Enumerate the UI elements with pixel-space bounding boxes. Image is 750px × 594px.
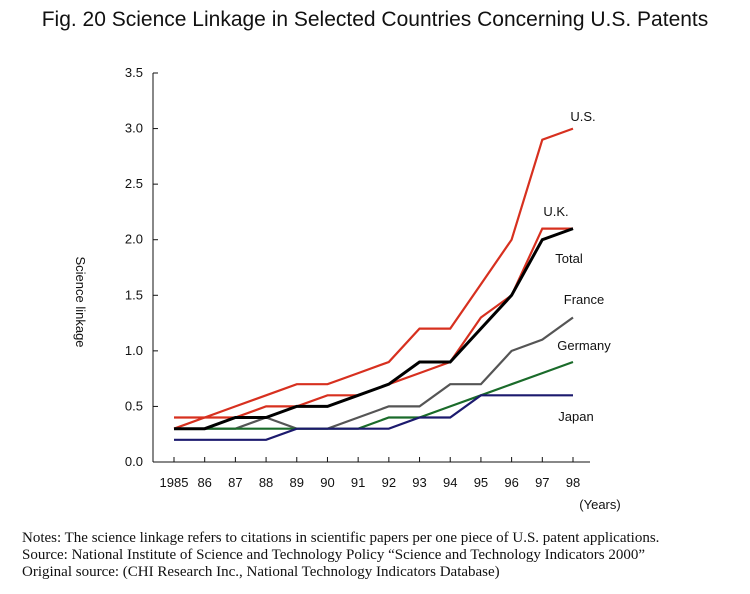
x-tick-label: 91 <box>351 475 365 490</box>
y-tick-label: 0.0 <box>125 454 143 469</box>
x-tick-label: 93 <box>412 475 426 490</box>
x-axis-label: (Years) <box>579 497 620 512</box>
x-tick-label: 88 <box>259 475 273 490</box>
chart-title: Fig. 20 Science Linkage in Selected Coun… <box>41 8 709 31</box>
series-label: U.S. <box>570 109 595 124</box>
series-labels: U.S. U.K. Total France Germany Japan <box>543 109 611 424</box>
series-lines <box>173 127 574 441</box>
series-label: Total <box>555 251 583 266</box>
x-tick-label: 96 <box>504 475 518 490</box>
original-source-line: Original source: (CHI Research Inc., Nat… <box>22 564 500 580</box>
axes <box>152 73 590 463</box>
y-tick-label: 2.5 <box>125 176 143 191</box>
x-tick-label: 86 <box>197 475 211 490</box>
series-label: Japan <box>558 409 593 424</box>
y-tick-label: 1.5 <box>125 287 143 302</box>
y-tick-label: 0.5 <box>125 398 143 413</box>
x-tick-label: 97 <box>535 475 549 490</box>
source-line: Source: National Institute of Science an… <box>22 547 646 563</box>
x-tick-label: 87 <box>228 475 242 490</box>
x-tick-label: 98 <box>566 475 580 490</box>
series-label: Germany <box>557 338 611 353</box>
series-line <box>174 316 574 430</box>
series-line <box>174 227 574 431</box>
x-tick-label: 1985 <box>160 475 189 490</box>
series-label: France <box>564 292 604 307</box>
series-line <box>174 394 573 441</box>
x-tick-label: 89 <box>290 475 304 490</box>
x-ticks: 1985 86 87 88 89 90 91 92 93 94 95 96 97 98 <box>160 457 580 490</box>
y-tick-label: 2.0 <box>125 232 143 247</box>
series-line <box>174 360 574 430</box>
y-tick-label: 1.0 <box>125 343 143 358</box>
x-tick-label: 90 <box>320 475 334 490</box>
series-line <box>173 227 573 430</box>
series-label: U.K. <box>543 204 568 219</box>
y-tick-label: 3.0 <box>125 121 143 136</box>
y-ticks: 0.0 0.5 1.0 1.5 2.0 2.5 3.0 3.5 <box>125 65 158 469</box>
x-tick-label: 92 <box>382 475 396 490</box>
x-tick-label: 95 <box>474 475 488 490</box>
series-line <box>174 127 574 419</box>
y-tick-label: 3.5 <box>125 65 143 80</box>
x-tick-label: 94 <box>443 475 457 490</box>
notes: Notes: The science linkage refers to cit… <box>22 530 742 581</box>
notes-line: Notes: The science linkage refers to cit… <box>22 530 660 546</box>
